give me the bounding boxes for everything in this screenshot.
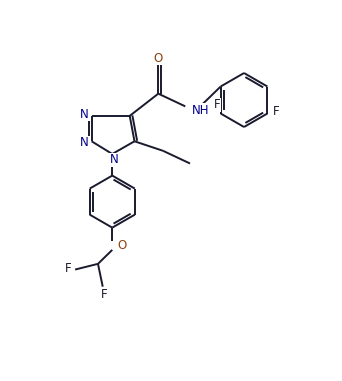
Text: N: N (80, 136, 89, 149)
Text: F: F (65, 263, 71, 275)
Text: O: O (154, 51, 163, 65)
Text: F: F (101, 288, 108, 301)
Text: F: F (273, 106, 280, 118)
Text: F: F (214, 98, 221, 111)
Text: NH: NH (192, 104, 210, 117)
Text: O: O (117, 239, 127, 252)
Text: N: N (80, 108, 89, 121)
Text: N: N (109, 153, 118, 166)
